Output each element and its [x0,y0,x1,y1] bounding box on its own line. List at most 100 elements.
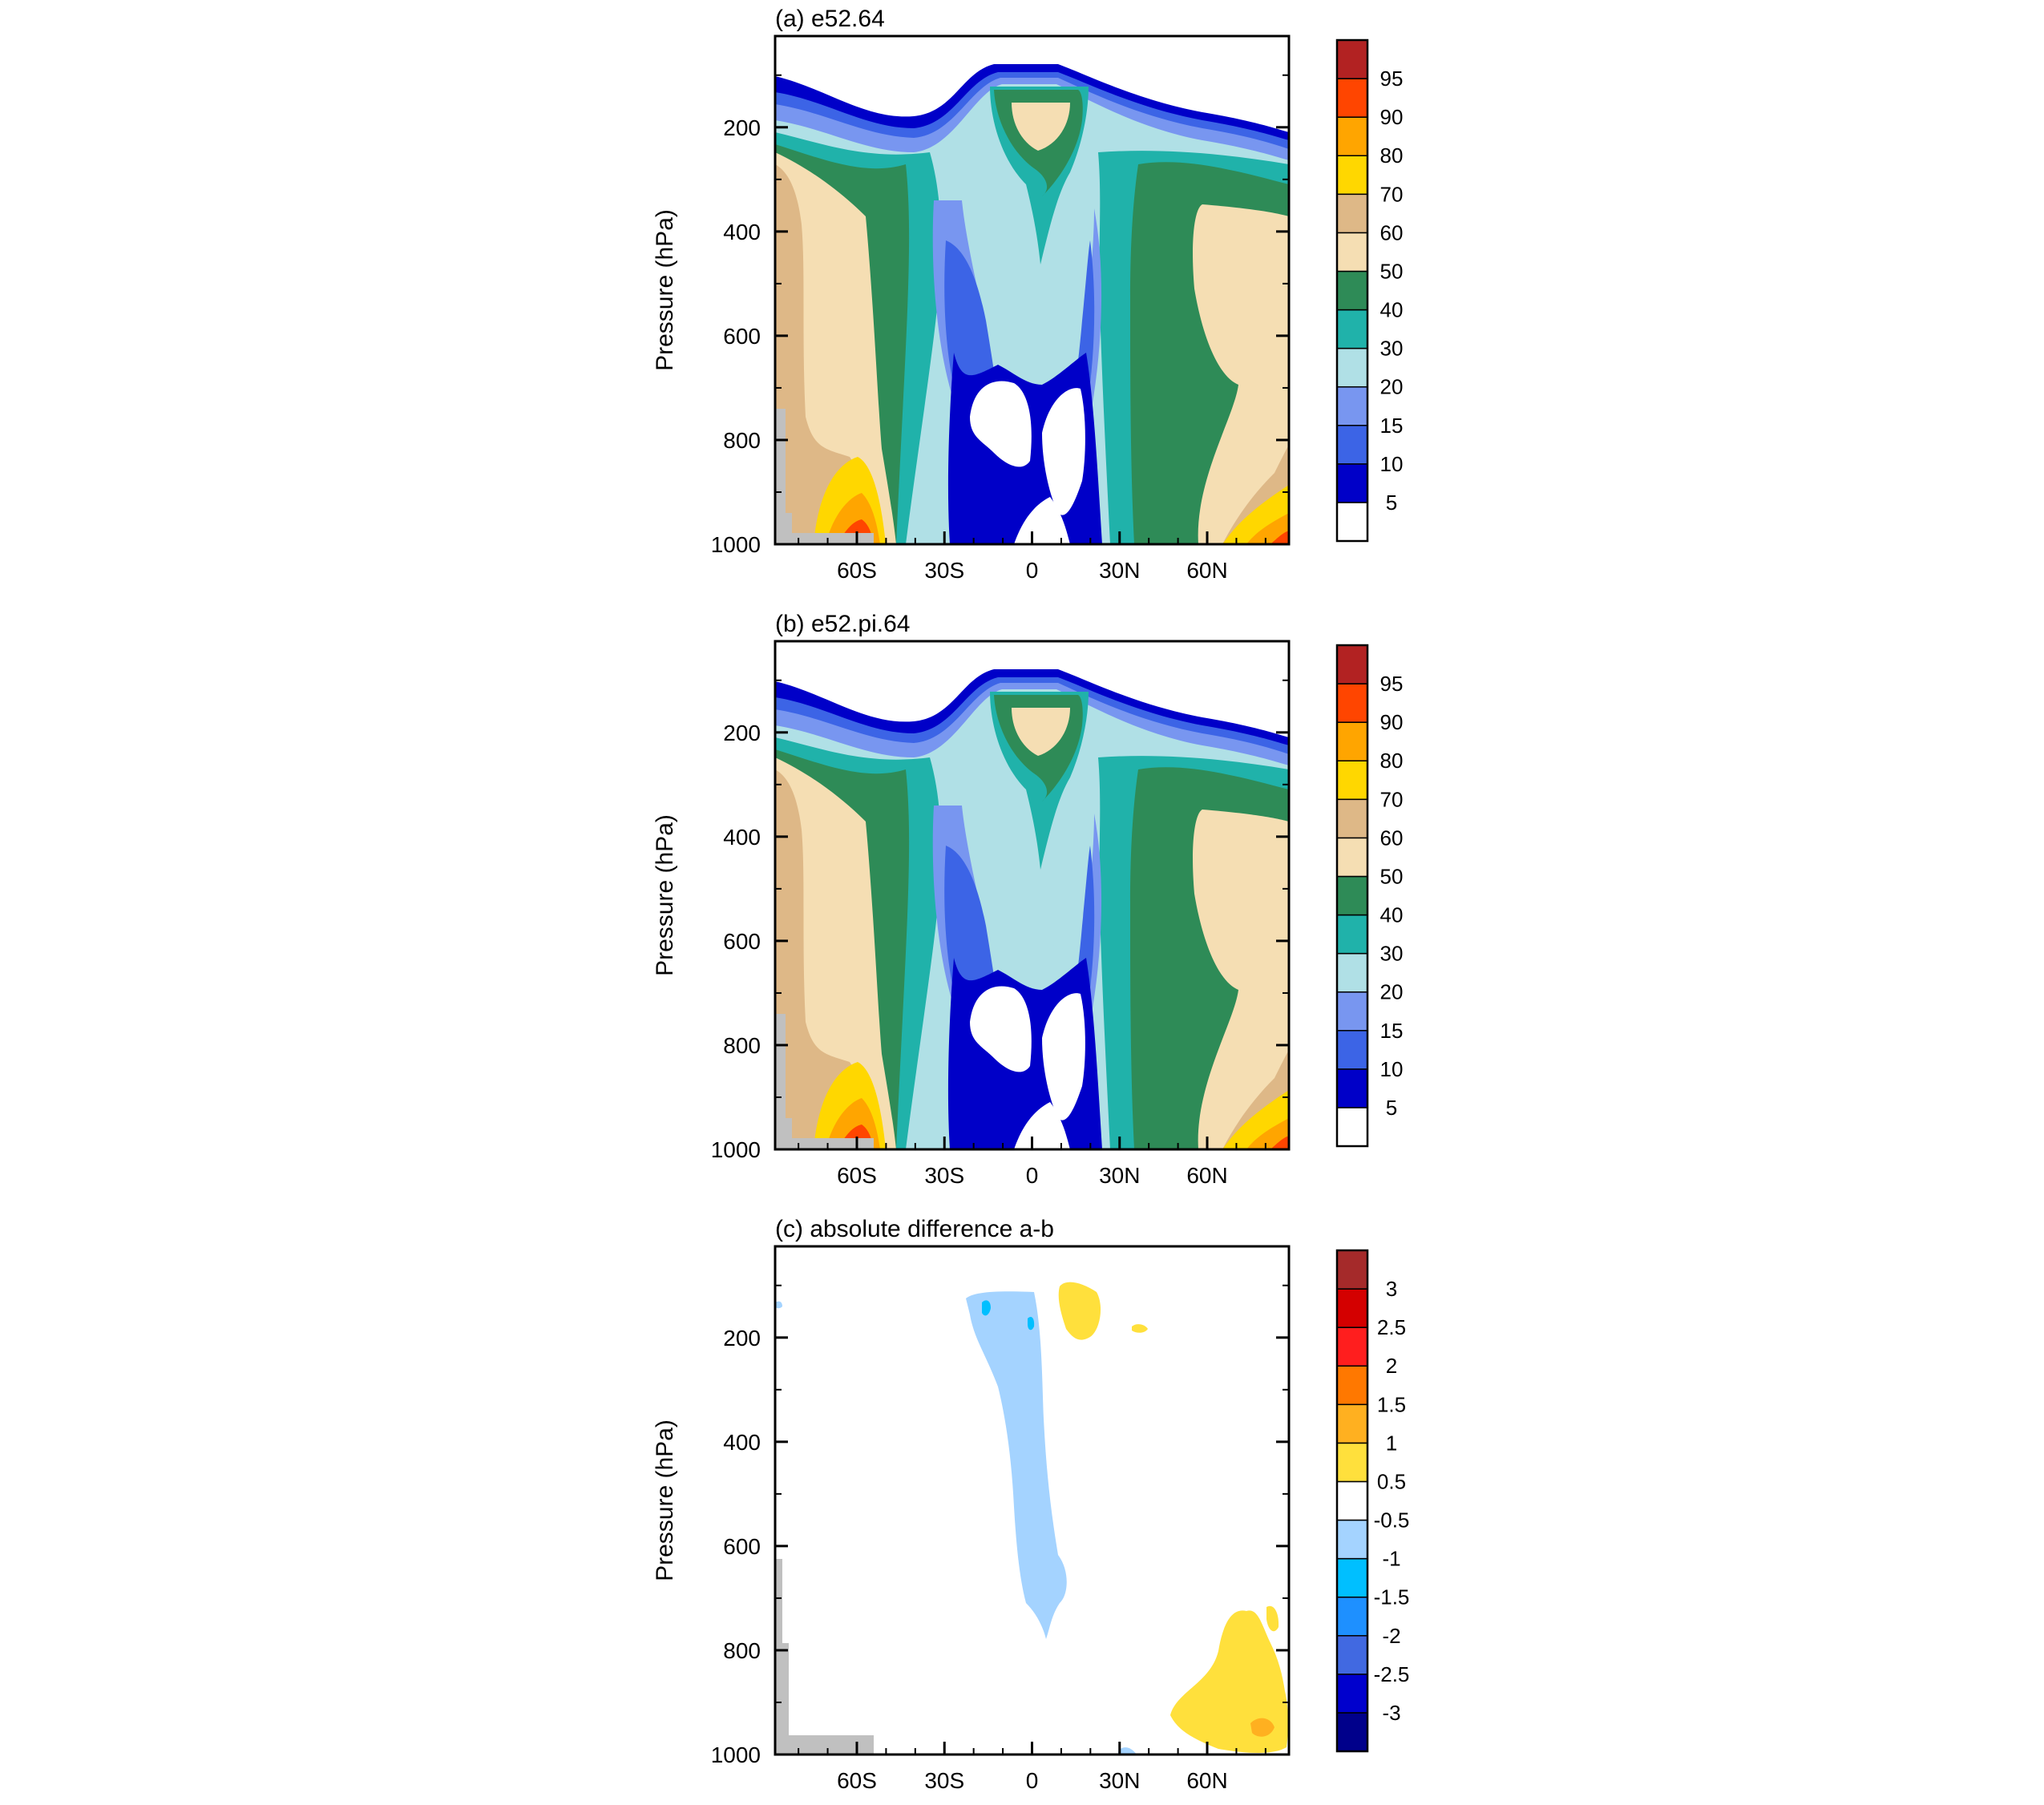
colorbar-label: 1 [1386,1431,1397,1455]
y-tick-label: 400 [723,220,761,244]
colorbar-label: 15 [1380,1019,1404,1043]
y-tick-label: 1000 [711,1137,761,1162]
x-tick-label: 60N [1186,1163,1227,1188]
colorbar-label: 0.5 [1377,1469,1406,1493]
colorbar-label: 90 [1380,105,1404,129]
colorbar-swatch [1336,1326,1368,1367]
colorbar-swatch [1336,155,1368,196]
y-axis-label: Pressure (hPa) [652,814,678,976]
colorbar-label: -2 [1382,1624,1400,1648]
colorbar-label: -1 [1382,1547,1400,1571]
colorbar-label: 90 [1380,710,1404,734]
colorbar-label: 10 [1380,1057,1404,1081]
colorbar-swatch [1336,1635,1368,1675]
colorbar-swatch [1336,721,1368,761]
colorbar-label: 40 [1380,298,1404,322]
x-tick-label: 30N [1099,558,1140,583]
colorbar-swatch [1336,1480,1368,1521]
colorbar-swatch [1336,1712,1368,1752]
contour-field [775,641,1289,1149]
colorbar-label: 80 [1380,749,1404,773]
colorbar-label: 2 [1386,1354,1397,1378]
y-tick-label: 600 [723,1534,761,1559]
colorbar-swatch [1336,1250,1368,1290]
y-axis-label: Pressure (hPa) [652,209,678,371]
colorbar-label: -0.5 [1374,1508,1410,1532]
colorbar-label: -3 [1382,1701,1400,1725]
x-tick-label: 60S [837,1768,877,1793]
colorbar-label: 5 [1386,491,1397,515]
colorbar-swatch [1336,760,1368,801]
x-tick-label: 30N [1099,1768,1140,1793]
y-axis-label: Pressure (hPa) [652,1419,678,1581]
colorbar-swatch [1336,78,1368,118]
colorbar-frame [1335,1249,1369,1753]
colorbar-label: 20 [1380,980,1404,1004]
y-tick-label: 800 [723,428,761,453]
colorbar-swatch [1336,1403,1368,1444]
x-tick-label: 0 [1026,558,1039,583]
y-tick-label: 600 [723,929,761,954]
colorbar-swatch [1336,683,1368,723]
colorbar-swatch [1336,875,1368,916]
colorbar-swatch [1336,837,1368,878]
colorbar: 5 10 15 20 30 40 50 60 70 80 90 95 [1335,644,1404,1148]
colorbar-swatch [1336,952,1368,993]
colorbar-swatch [1336,1596,1368,1637]
x-tick-label: 60S [837,1163,877,1188]
colorbar-label: 95 [1380,67,1404,91]
colorbar-swatch [1336,644,1368,684]
panel-title: (b) e52.pi.64 [775,611,910,637]
axes: 200 400 600 800 1000 60S 30S 0 30N 60N Pressure (h… [652,679,1289,1188]
x-tick-label: 0 [1026,1768,1039,1793]
y-tick-label: 1000 [711,1742,761,1767]
colorbar-label: 80 [1380,143,1404,168]
panel-title: (a) e52.64 [775,6,885,32]
colorbar-label: 3 [1386,1277,1397,1301]
colorbar-swatch [1336,914,1368,955]
colorbar-swatch [1336,39,1368,79]
colorbar-label: -1.5 [1374,1585,1410,1609]
contour-field [775,36,1289,544]
colorbar-swatch [1336,1068,1368,1108]
colorbar-swatch [1336,347,1368,388]
colorbar-swatch [1336,502,1368,542]
colorbar-swatch [1336,1107,1368,1147]
colorbar-label: 40 [1380,903,1404,927]
y-tick-label: 200 [723,721,761,745]
panel-title: (c) absolute difference a-b [775,1216,1054,1242]
colorbar-label: 30 [1380,337,1404,361]
colorbar-label: 70 [1380,182,1404,206]
colorbar-label: 20 [1380,375,1404,399]
colorbar-swatch [1336,386,1368,426]
x-tick-label: 60N [1186,558,1227,583]
colorbar-swatch [1336,798,1368,839]
colorbar-label: 50 [1380,259,1404,283]
panel-a: (a) e52.64 [652,6,1403,583]
colorbar: 5 10 15 20 30 40 50 60 70 80 90 95 [1335,38,1404,543]
x-tick-label: 30N [1099,1163,1140,1188]
colorbar-label: 50 [1380,864,1404,888]
x-tick-label: 60N [1186,1768,1227,1793]
y-tick-label: 400 [723,825,761,850]
colorbar-frame [1335,644,1369,1148]
colorbar-swatch [1336,1442,1368,1483]
colorbar-swatch [1336,1674,1368,1714]
colorbar-swatch [1336,232,1368,273]
colorbar-swatch [1336,270,1368,311]
colorbar-swatch [1336,1288,1368,1328]
y-tick-label: 1000 [711,532,761,557]
colorbar: -3 -2.5 -2 -1.5 -1 -0.5 0.5 1 1.5 2 2.5 3 [1335,1249,1410,1753]
colorbar-swatch [1336,309,1368,349]
colorbar-swatch [1336,991,1368,1032]
colorbar-swatch [1336,425,1368,465]
y-tick-label: 200 [723,115,761,140]
x-tick-label: 30S [924,1163,964,1188]
y-tick-label: 800 [723,1638,761,1663]
colorbar-swatch [1336,116,1368,156]
contour-field [775,1246,1289,1755]
colorbar-label: 95 [1380,672,1404,696]
axes: 200 400 600 800 1000 60S 30S 0 30N 60N Pressure (h… [652,1284,1289,1793]
colorbar-swatch [1336,1557,1368,1598]
colorbar-label: 60 [1380,826,1404,850]
